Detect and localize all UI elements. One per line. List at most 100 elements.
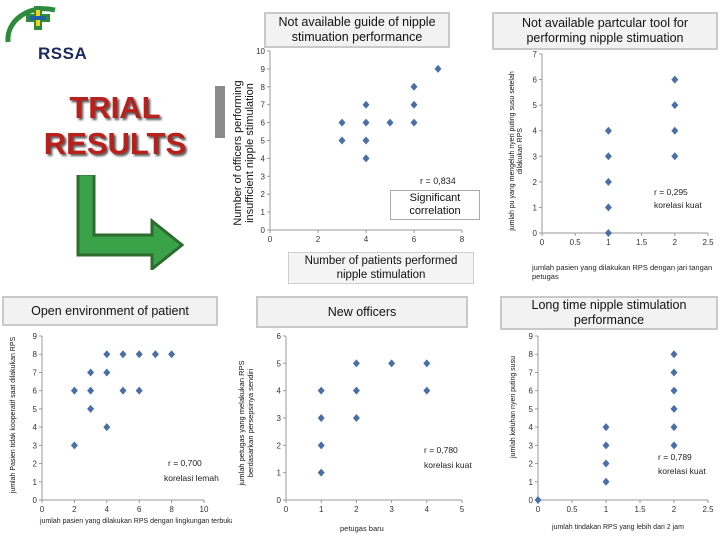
chart-3-corr-note: korelasi lemah: [164, 473, 219, 483]
chart-2-plot: 0 1 2 3 4 5 6 7 0 0.5 1 1.5 2 2.5: [533, 50, 715, 247]
y-tick-label: 2: [277, 441, 282, 450]
data-point: [70, 386, 78, 395]
x-tick-label: 2.5: [702, 238, 714, 247]
data-point: [317, 414, 325, 422]
chart-3-xlabel: jumlah pasien yang dilakukan RPS dengan …: [40, 518, 235, 525]
y-tick-label: 9: [529, 332, 534, 341]
data-point: [119, 386, 127, 395]
panel-shade: [215, 86, 225, 138]
data-point: [534, 496, 542, 504]
chart-5-xlabel: jumlah tindakan RPS yang lebih dari 2 ja…: [552, 524, 684, 531]
x-tick-label: 1: [606, 238, 611, 247]
y-tick-label: 1: [277, 469, 282, 478]
y-tick-label: 9: [261, 65, 266, 74]
x-tick-label: 6: [137, 505, 142, 514]
y-tick-label: 8: [529, 350, 534, 359]
chart-3-title: Open environment of patient: [2, 296, 218, 326]
chart-1-corr: r = 0,834: [420, 176, 456, 186]
data-point: [604, 203, 612, 212]
y-tick-label: 1: [533, 203, 538, 212]
chart-5-corr-note: korelasi kuat: [658, 466, 706, 476]
data-point: [338, 136, 346, 145]
data-point: [670, 423, 678, 432]
title-line-1: TRIAL: [69, 90, 161, 125]
chart-panel-top-right: [490, 12, 718, 282]
data-point: [338, 118, 346, 127]
data-point: [135, 350, 143, 359]
y-tick-label: 5: [33, 405, 38, 414]
chart-4-corr-note: korelasi kuat: [424, 460, 472, 470]
chart-4-plot: 0 1 2 3 4 5 6 0 1 2 3 4 5: [277, 332, 465, 514]
y-tick-label: 7: [533, 50, 538, 59]
y-tick-label: 2: [529, 460, 534, 469]
data-point: [671, 126, 679, 135]
data-point: [434, 64, 442, 73]
logo-text: RSSA: [38, 44, 88, 63]
y-tick-label: 5: [529, 405, 534, 414]
data-point: [87, 368, 95, 377]
y-tick-label: 7: [261, 101, 266, 110]
y-tick-label: 3: [33, 441, 38, 450]
data-point: [317, 468, 325, 477]
y-tick-label: 4: [261, 154, 266, 163]
x-tick-label: 0: [268, 235, 273, 244]
chart-4-title: New officers: [256, 296, 468, 328]
data-point: [604, 126, 612, 135]
y-tick-label: 10: [256, 47, 265, 56]
x-tick-label: 5: [460, 505, 465, 514]
data-point: [423, 386, 431, 395]
y-tick-label: 7: [33, 368, 38, 377]
y-tick-label: 0: [261, 226, 266, 235]
data-point: [671, 101, 679, 110]
chart-1-xlabel: Number of patients performed nipple stim…: [288, 252, 474, 284]
data-point: [87, 404, 95, 413]
y-tick-label: 8: [33, 350, 38, 359]
y-tick-label: 0: [533, 229, 538, 238]
x-tick-label: 4: [105, 505, 110, 514]
title-line-2: RESULTS: [43, 126, 187, 161]
y-tick-label: 3: [261, 172, 266, 181]
y-tick-label: 1: [261, 208, 266, 217]
y-tick-label: 6: [277, 332, 282, 341]
x-tick-label: 0: [40, 505, 45, 514]
y-tick-label: 1: [33, 478, 38, 487]
data-point: [103, 350, 111, 359]
data-point: [670, 350, 678, 359]
x-tick-label: 2: [72, 505, 77, 514]
chart-panel-bottom-right: [488, 296, 718, 538]
x-tick-label: 4: [425, 505, 430, 514]
data-point: [362, 118, 370, 127]
data-point: [386, 118, 394, 127]
y-tick-label: 6: [529, 387, 534, 396]
data-point: [352, 414, 360, 422]
data-point: [70, 441, 78, 450]
x-tick-label: 1.5: [634, 505, 646, 514]
data-point: [103, 368, 111, 377]
data-point: [410, 118, 418, 127]
data-point: [362, 136, 370, 145]
x-tick-label: 0: [540, 238, 545, 247]
data-point: [317, 441, 325, 450]
chart-5-plot: 0 1 2 3 4 5 6 7 8 9 0 0.5 1 1.5 2 2.5: [529, 332, 715, 514]
x-tick-label: 8: [460, 235, 465, 244]
y-tick-label: 7: [529, 368, 534, 377]
y-tick-label: 3: [533, 152, 538, 161]
y-tick-label: 8: [261, 83, 266, 92]
chart-2-xlabel: jumlah pasien yang dilakukan RPS dengan …: [532, 263, 713, 281]
x-tick-label: 0: [284, 505, 289, 514]
data-point: [604, 177, 612, 186]
arrow-right-icon: [76, 175, 185, 270]
data-point: [670, 441, 678, 450]
y-tick-label: 6: [533, 76, 538, 85]
data-point: [604, 229, 612, 237]
data-point: [362, 154, 370, 163]
chart-3-plot: 0 1 2 3 4 5 6 7 8 9 0 2 4 6 8 10: [33, 332, 209, 514]
y-tick-label: 5: [533, 101, 538, 110]
data-point: [671, 152, 679, 161]
x-tick-label: 10: [200, 505, 209, 514]
data-point: [602, 477, 610, 486]
chart-4-ylabel: jumlah petugas yang melakukan RPS berdas…: [237, 360, 255, 486]
x-tick-label: 8: [169, 505, 174, 514]
y-tick-label: 6: [33, 387, 38, 396]
data-point: [670, 368, 678, 377]
